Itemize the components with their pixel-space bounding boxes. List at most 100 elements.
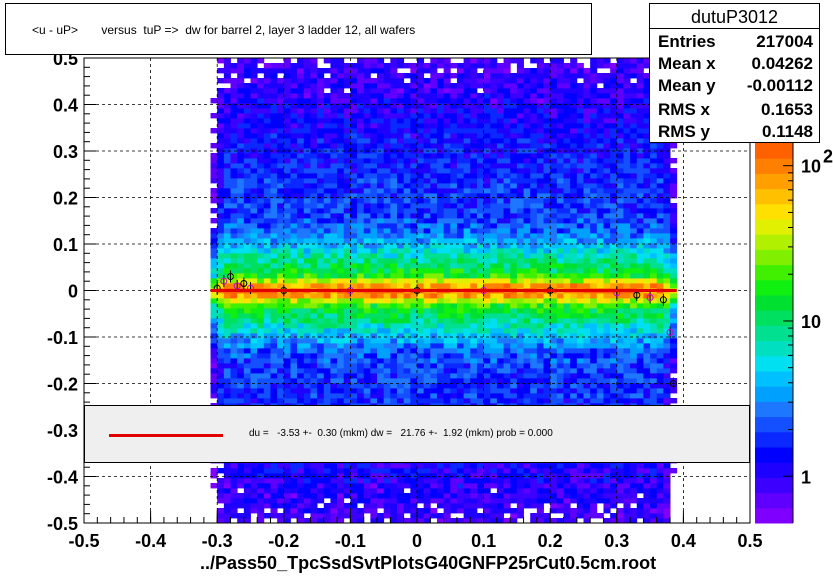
heatmap-cell bbox=[290, 513, 298, 519]
heatmap-cell bbox=[530, 153, 538, 159]
heatmap-cell bbox=[343, 188, 351, 194]
heatmap-cell bbox=[330, 348, 338, 354]
heatmap-cell bbox=[550, 393, 558, 399]
heatmap-cell bbox=[350, 188, 358, 194]
heatmap-cell bbox=[490, 328, 498, 334]
heatmap-cell bbox=[450, 388, 458, 394]
heatmap-cell bbox=[403, 113, 411, 119]
heatmap-cell bbox=[463, 223, 471, 229]
heatmap-cell bbox=[223, 353, 231, 359]
heatmap-cell bbox=[357, 388, 365, 394]
heatmap-cell bbox=[563, 173, 571, 179]
heatmap-cell bbox=[516, 88, 524, 94]
heatmap-cell bbox=[436, 228, 445, 234]
heatmap-cell bbox=[496, 338, 504, 344]
heatmap-cell bbox=[270, 123, 278, 129]
heatmap-cell bbox=[430, 123, 438, 129]
heatmap-cell bbox=[490, 483, 498, 489]
heatmap-cell bbox=[377, 88, 385, 94]
heatmap-cell bbox=[257, 243, 265, 249]
heatmap-cell bbox=[370, 338, 378, 344]
heatmap-cell bbox=[370, 208, 378, 214]
heatmap-cell bbox=[317, 93, 325, 99]
heatmap-cell bbox=[423, 188, 431, 194]
heatmap-cell bbox=[536, 58, 544, 64]
heatmap-cell bbox=[536, 473, 544, 479]
heatmap-cell bbox=[283, 273, 291, 279]
heatmap-cell bbox=[530, 303, 538, 309]
heatmap-cell bbox=[317, 78, 325, 84]
heatmap-cell bbox=[490, 518, 498, 524]
heatmap-cell bbox=[490, 388, 498, 394]
heatmap-cell bbox=[563, 513, 571, 519]
heatmap-cell bbox=[283, 263, 291, 269]
heatmap-cell bbox=[310, 493, 318, 499]
heatmap-cell bbox=[383, 323, 391, 329]
heatmap-cell bbox=[223, 78, 231, 84]
heatmap-cell bbox=[257, 353, 265, 359]
heatmap-cell bbox=[297, 243, 305, 249]
heatmap-cell bbox=[250, 328, 258, 334]
heatmap-cell bbox=[563, 348, 571, 354]
heatmap-cell bbox=[297, 468, 305, 474]
heatmap-cell bbox=[556, 243, 564, 249]
heatmap-cell bbox=[223, 163, 231, 169]
heatmap-cell bbox=[456, 363, 465, 369]
heatmap-cell bbox=[323, 363, 331, 369]
heatmap-cell bbox=[257, 463, 265, 469]
heatmap-cell bbox=[536, 348, 544, 354]
heatmap-cell bbox=[363, 113, 371, 119]
heatmap-cell bbox=[363, 293, 371, 299]
heatmap-cell bbox=[350, 308, 358, 314]
heatmap-cell bbox=[403, 138, 411, 144]
heatmap-cell bbox=[503, 393, 511, 399]
heatmap-cell bbox=[223, 343, 231, 349]
heatmap-cell bbox=[556, 238, 564, 244]
heatmap-cell bbox=[516, 398, 524, 404]
heatmap-cell bbox=[257, 123, 265, 129]
heatmap-cell bbox=[543, 383, 551, 389]
heatmap-cell bbox=[337, 173, 345, 179]
heatmap-cell bbox=[270, 268, 278, 274]
heatmap-cell bbox=[290, 268, 298, 274]
heatmap-cell bbox=[436, 233, 445, 239]
heatmap-cell bbox=[223, 118, 231, 124]
heatmap-cell bbox=[516, 378, 524, 384]
heatmap-cell bbox=[483, 513, 491, 519]
heatmap-cell bbox=[363, 143, 371, 149]
heatmap-cell bbox=[436, 73, 445, 79]
heatmap-cell bbox=[337, 363, 345, 369]
heatmap-cell bbox=[516, 358, 524, 364]
heatmap-cell bbox=[490, 348, 498, 354]
heatmap-cell bbox=[390, 518, 398, 524]
heatmap-cell bbox=[330, 168, 338, 174]
heatmap-cell bbox=[510, 193, 518, 199]
heatmap-cell bbox=[410, 393, 418, 399]
heatmap-cell bbox=[330, 208, 338, 214]
heatmap-cell bbox=[270, 498, 278, 504]
heatmap-cell bbox=[303, 118, 311, 124]
heatmap-cell bbox=[350, 393, 358, 399]
heatmap-cell bbox=[450, 318, 458, 324]
heatmap-cell bbox=[350, 478, 358, 484]
heatmap-cell bbox=[456, 258, 465, 264]
heatmap-cell bbox=[410, 363, 418, 369]
heatmap-cell bbox=[417, 173, 425, 179]
heatmap-cell bbox=[277, 268, 285, 274]
heatmap-cell bbox=[390, 63, 398, 69]
heatmap-cell bbox=[550, 213, 558, 219]
heatmap-cell bbox=[330, 88, 338, 94]
heatmap-cell bbox=[483, 238, 491, 244]
heatmap-cell bbox=[530, 353, 538, 359]
heatmap-cell bbox=[337, 183, 345, 189]
heatmap-cell bbox=[556, 298, 564, 304]
heatmap-cell bbox=[563, 128, 571, 134]
heatmap-cell bbox=[323, 263, 331, 269]
heatmap-cell bbox=[403, 93, 411, 99]
heatmap-cell bbox=[450, 358, 458, 364]
heatmap-cell bbox=[337, 178, 345, 184]
heatmap-cell bbox=[343, 203, 351, 209]
heatmap-cell bbox=[243, 368, 251, 374]
heatmap-cell bbox=[317, 313, 325, 319]
heatmap-cell bbox=[450, 173, 458, 179]
